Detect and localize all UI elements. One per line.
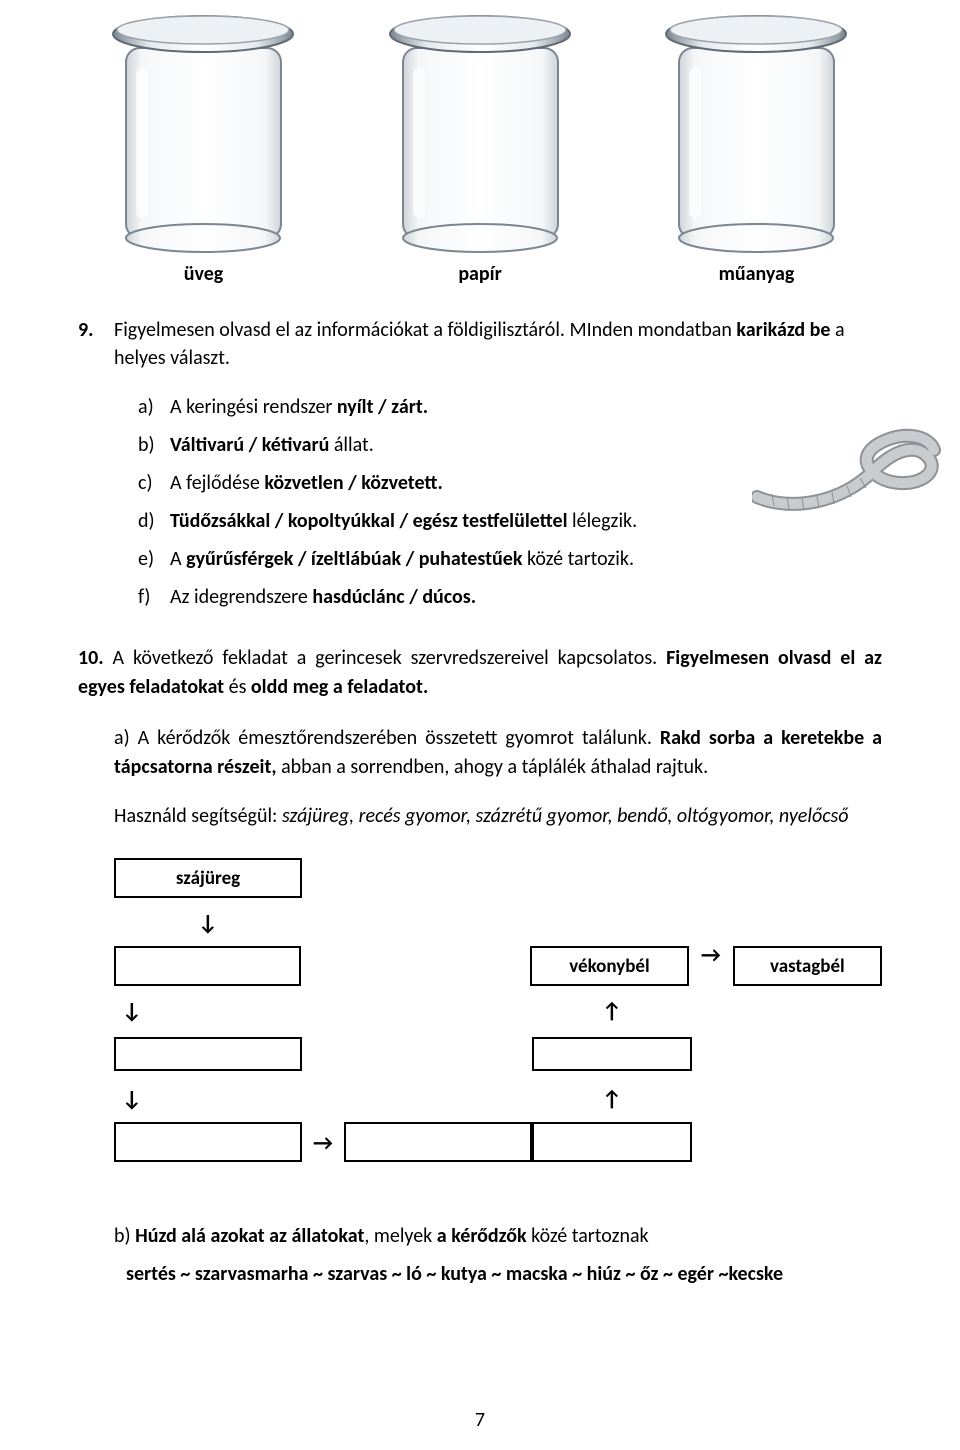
question-9: 9. Figyelmesen olvasd el az információka… <box>78 316 882 616</box>
q10-a-text1: A kérődzők émesztőrendszerében összetett… <box>130 726 660 750</box>
q10-b-mid: , melyek <box>364 1224 436 1248</box>
animal-list: sertés ~ szarvasmarha ~ szarvas ~ ló ~ k… <box>78 1262 882 1286</box>
jar-label-1: üveg <box>184 262 224 286</box>
q10-b-bold1: Húzd alá azokat az állatokat <box>135 1224 364 1248</box>
flow-box-vekonybel: vékonybél <box>530 946 689 986</box>
q9-intro-bold: karikázd be <box>736 318 830 342</box>
jar-icon <box>649 8 864 256</box>
arrow-down-icon: ↓ <box>114 997 302 1024</box>
flow-box-vastagbel: vastagbél <box>733 946 882 986</box>
q9-item-bold: gyűrűsférgek / ízeltlábúak / puhatestűek <box>186 547 522 571</box>
jars-row: üveg papír műanyag <box>78 8 882 286</box>
q9-item-bold: Tüdőzsákkal / kopoltyúkkal / egész testf… <box>170 509 568 533</box>
flow-box-empty[interactable] <box>344 1122 532 1162</box>
jar-icon <box>96 8 311 256</box>
arrow-right-icon: → <box>689 941 733 968</box>
jar-icon <box>373 8 588 256</box>
q9-intro-text: Figyelmesen olvasd el az információkat a… <box>114 318 736 342</box>
q9-letter: d) <box>138 502 170 540</box>
page-number: 7 <box>0 1408 960 1432</box>
q10-b: b) Húzd alá azokat az állatokat, melyek … <box>78 1220 882 1252</box>
flow-box-empty[interactable] <box>532 1122 692 1162</box>
q10-head-text1: A következő fekladat a gerincesek szervr… <box>104 646 667 670</box>
jar-label-2: papír <box>458 262 501 286</box>
q10-head-text2: és <box>224 675 251 699</box>
arrow-right-icon: → <box>302 1129 344 1156</box>
flow-box-empty[interactable] <box>114 1122 302 1162</box>
q9-number: 9. <box>78 316 114 372</box>
jar-2: papír <box>373 8 588 286</box>
arrow-down-icon: ↓ <box>114 909 302 936</box>
flow-box-empty[interactable] <box>532 1037 692 1071</box>
q9-item-f: f) Az idegrendszere hasdúclánc / dúcos. <box>138 578 882 616</box>
q9-letter: b) <box>138 426 170 464</box>
q9-item-tail: közé tartozik. <box>522 547 634 571</box>
flow-diagram: szájüreg ↓ vékonybél → vastagbél ↓ ↑ <box>78 856 882 1164</box>
jar-label-3: műanyag <box>719 262 795 286</box>
arrow-up-icon: ↑ <box>532 1085 692 1112</box>
q9-item-text: Az idegrendszere <box>170 585 312 609</box>
q10-b-letter: b) <box>114 1224 135 1248</box>
q9-item-bold: közvetlen / közvetett. <box>264 471 443 495</box>
q9-item-tail: állat. <box>329 433 373 457</box>
question-10: 10. A következő fekladat a gerincesek sz… <box>78 644 882 1286</box>
q10-number: 10. <box>78 646 104 670</box>
arrow-up-icon: ↑ <box>532 997 692 1024</box>
q10-a-letter: a) <box>114 726 130 750</box>
earthworm-icon <box>752 402 942 522</box>
q9-item-text: A keringési rendszer <box>170 395 337 419</box>
q9-item-text: A fejlődése <box>170 471 264 495</box>
hint-terms: szájüreg, recés gyomor, százrétű gyomor,… <box>277 804 848 828</box>
q9-item-bold: nyílt / zárt. <box>337 395 428 419</box>
flow-box-empty[interactable] <box>114 946 301 986</box>
q10-heading: 10. A következő fekladat a gerincesek sz… <box>78 644 882 702</box>
hint-lead: Használd segítségül: <box>114 804 277 828</box>
arrow-down-icon: ↓ <box>114 1085 302 1112</box>
q9-intro: Figyelmesen olvasd el az információkat a… <box>114 316 882 372</box>
q9-list: a) A keringési rendszer nyílt / zárt. b)… <box>78 388 882 616</box>
q10-hint: Használd segítségül: szájüreg, recés gyo… <box>78 804 882 828</box>
q9-letter: a) <box>138 388 170 426</box>
q9-item-e: e) A gyűrűsférgek / ízeltlábúak / puhate… <box>138 540 882 578</box>
q9-item-tail: lélegzik. <box>568 509 638 533</box>
page: üveg papír műanyag 9. <box>0 8 960 1450</box>
q9-letter: f) <box>138 578 170 616</box>
jar-3: műanyag <box>649 8 864 286</box>
q10-a-text2: abban a sorrendben, ahogy a táplálék áth… <box>277 755 709 779</box>
q9-letter: e) <box>138 540 170 578</box>
q9-item-bold: hasdúclánc / dúcos. <box>312 585 476 609</box>
q9-item-bold: Váltivarú / kétivarú <box>170 433 329 457</box>
q10-b-tail: közé tartoznak <box>527 1224 649 1248</box>
q10-a: a) A kérődzők émesztőrendszerében összet… <box>78 724 882 782</box>
jar-1: üveg <box>96 8 311 286</box>
flow-box-empty[interactable] <box>114 1037 302 1071</box>
q9-item-text: A <box>170 547 186 571</box>
q10-b-bold2: a kérődzők <box>437 1224 527 1248</box>
q9-letter: c) <box>138 464 170 502</box>
q10-head-bold2: oldd meg a feladatot. <box>251 675 428 699</box>
flow-box-szajureg: szájüreg <box>114 858 302 898</box>
q9-heading: 9. Figyelmesen olvasd el az információka… <box>78 316 882 372</box>
